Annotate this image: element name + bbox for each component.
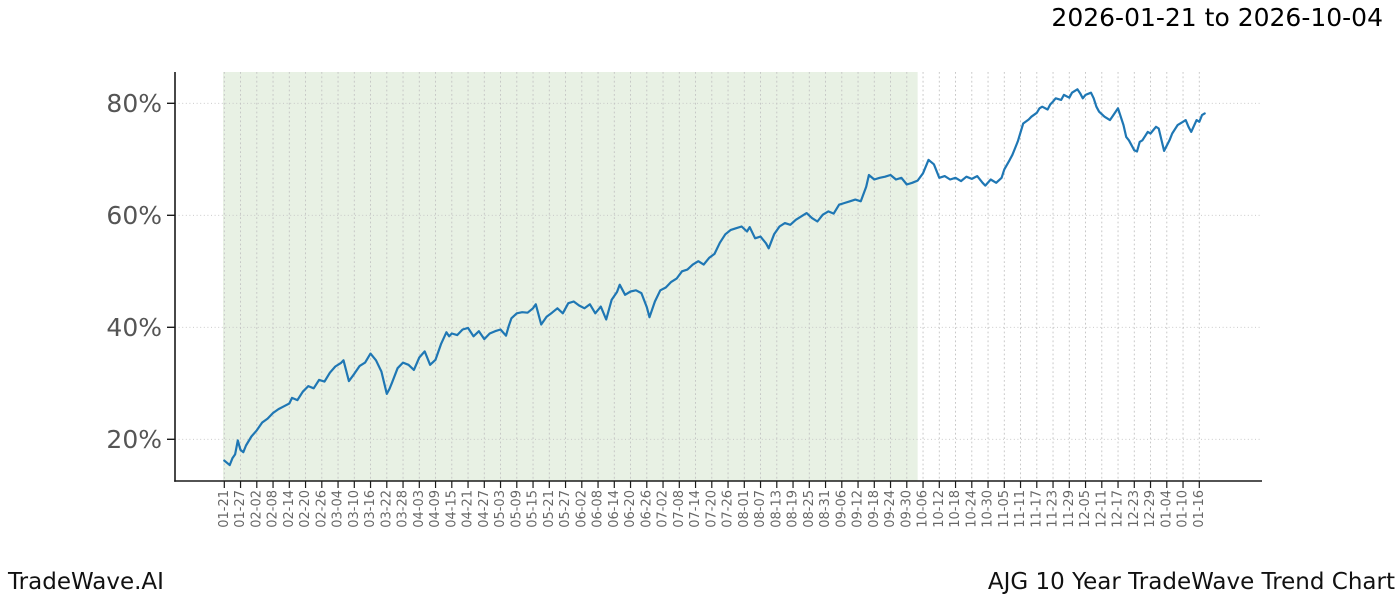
x-tick-label: 10-24: [964, 490, 979, 528]
x-tick-label: 11-17: [1029, 490, 1044, 528]
y-tick-label: 40%: [106, 313, 162, 342]
x-tick-label: 09-30: [899, 490, 914, 528]
x-tick-label: 03-10: [347, 490, 362, 528]
x-tick-label: 10-06: [916, 490, 931, 528]
x-tick-label: 09-12: [851, 490, 866, 528]
x-tick-label: 11-23: [1046, 490, 1061, 528]
x-tick-label: 02-14: [282, 490, 297, 528]
x-tick-label: 08-19: [786, 490, 801, 528]
x-tick-label: 07-20: [704, 490, 719, 528]
x-tick-label: 06-08: [591, 490, 606, 528]
x-tick-label: 12-05: [1078, 490, 1093, 528]
x-tick-label: 02-08: [266, 490, 281, 528]
x-tick-label: 09-24: [883, 490, 898, 528]
x-tick-label: 12-29: [1143, 490, 1158, 528]
x-tick-label: 12-23: [1127, 490, 1142, 528]
x-tick-label: 08-01: [737, 490, 752, 528]
x-tick-label: 06-14: [607, 490, 622, 528]
x-tick-label: 04-15: [444, 490, 459, 528]
x-tick-label: 02-02: [249, 490, 264, 528]
x-tick-label: 03-16: [363, 490, 378, 528]
x-tick-label: 01-04: [1159, 490, 1174, 528]
x-tick-label: 05-03: [493, 490, 508, 528]
x-tick-label: 07-08: [672, 490, 687, 528]
x-tick-label: 05-09: [509, 490, 524, 528]
x-tick-label: 08-31: [818, 490, 833, 528]
x-tick-label: 03-28: [396, 490, 411, 528]
trend-line: [223, 88, 1206, 467]
x-tick-label: 06-26: [639, 490, 654, 528]
shaded-backtest-region: [223, 72, 918, 481]
x-tick-label: 01-21: [217, 490, 232, 528]
x-tick-label: 12-17: [1111, 490, 1126, 528]
x-tick-label: 07-26: [721, 490, 736, 528]
x-tick-label: 01-16: [1192, 490, 1207, 528]
x-tick-label: 10-18: [948, 490, 963, 528]
x-tick-label: 08-13: [769, 490, 784, 528]
brand-label: TradeWave.AI: [8, 569, 164, 595]
x-tick-label: 11-11: [1013, 490, 1028, 528]
x-tick-label: 04-21: [461, 490, 476, 528]
x-tick-label: 04-27: [477, 490, 492, 528]
x-tick-label: 02-20: [298, 490, 313, 528]
x-tick-label: 09-18: [867, 490, 882, 528]
x-tick-label: 06-02: [574, 490, 589, 528]
y-tick-label: 60%: [106, 201, 162, 230]
x-tick-label: 04-03: [412, 490, 427, 528]
y-tick-label: 80%: [106, 89, 162, 118]
x-tick-label: 10-12: [932, 490, 947, 528]
chart-caption: AJG 10 Year TradeWave Trend Chart: [987, 569, 1395, 595]
x-tick-label: 05-21: [542, 490, 557, 528]
x-tick-label: 06-20: [623, 490, 638, 528]
y-tick-label: 20%: [106, 425, 162, 454]
x-tick-label: 07-14: [688, 490, 703, 528]
x-tick-label: 08-07: [753, 490, 768, 528]
x-tick-label: 07-02: [656, 490, 671, 528]
x-tick-label: 11-29: [1062, 490, 1077, 528]
x-tick-label: 02-26: [314, 490, 329, 528]
x-tick-label: 01-10: [1176, 490, 1191, 528]
x-tick-label: 09-06: [834, 490, 849, 528]
x-tick-label: 03-04: [331, 490, 346, 528]
x-tick-label: 05-15: [526, 490, 541, 528]
x-tick-label: 10-30: [981, 490, 996, 528]
x-tick-label: 08-25: [802, 490, 817, 528]
x-tick-label: 04-09: [428, 490, 443, 528]
x-tick-label: 12-11: [1094, 490, 1109, 528]
x-tick-label: 11-05: [997, 490, 1012, 528]
chart-date-range-title: 2026-01-21 to 2026-10-04: [1051, 3, 1383, 32]
x-tick-label: 05-27: [558, 490, 573, 528]
x-tick-label: 03-22: [379, 490, 394, 528]
x-tick-label: 01-27: [233, 490, 248, 528]
